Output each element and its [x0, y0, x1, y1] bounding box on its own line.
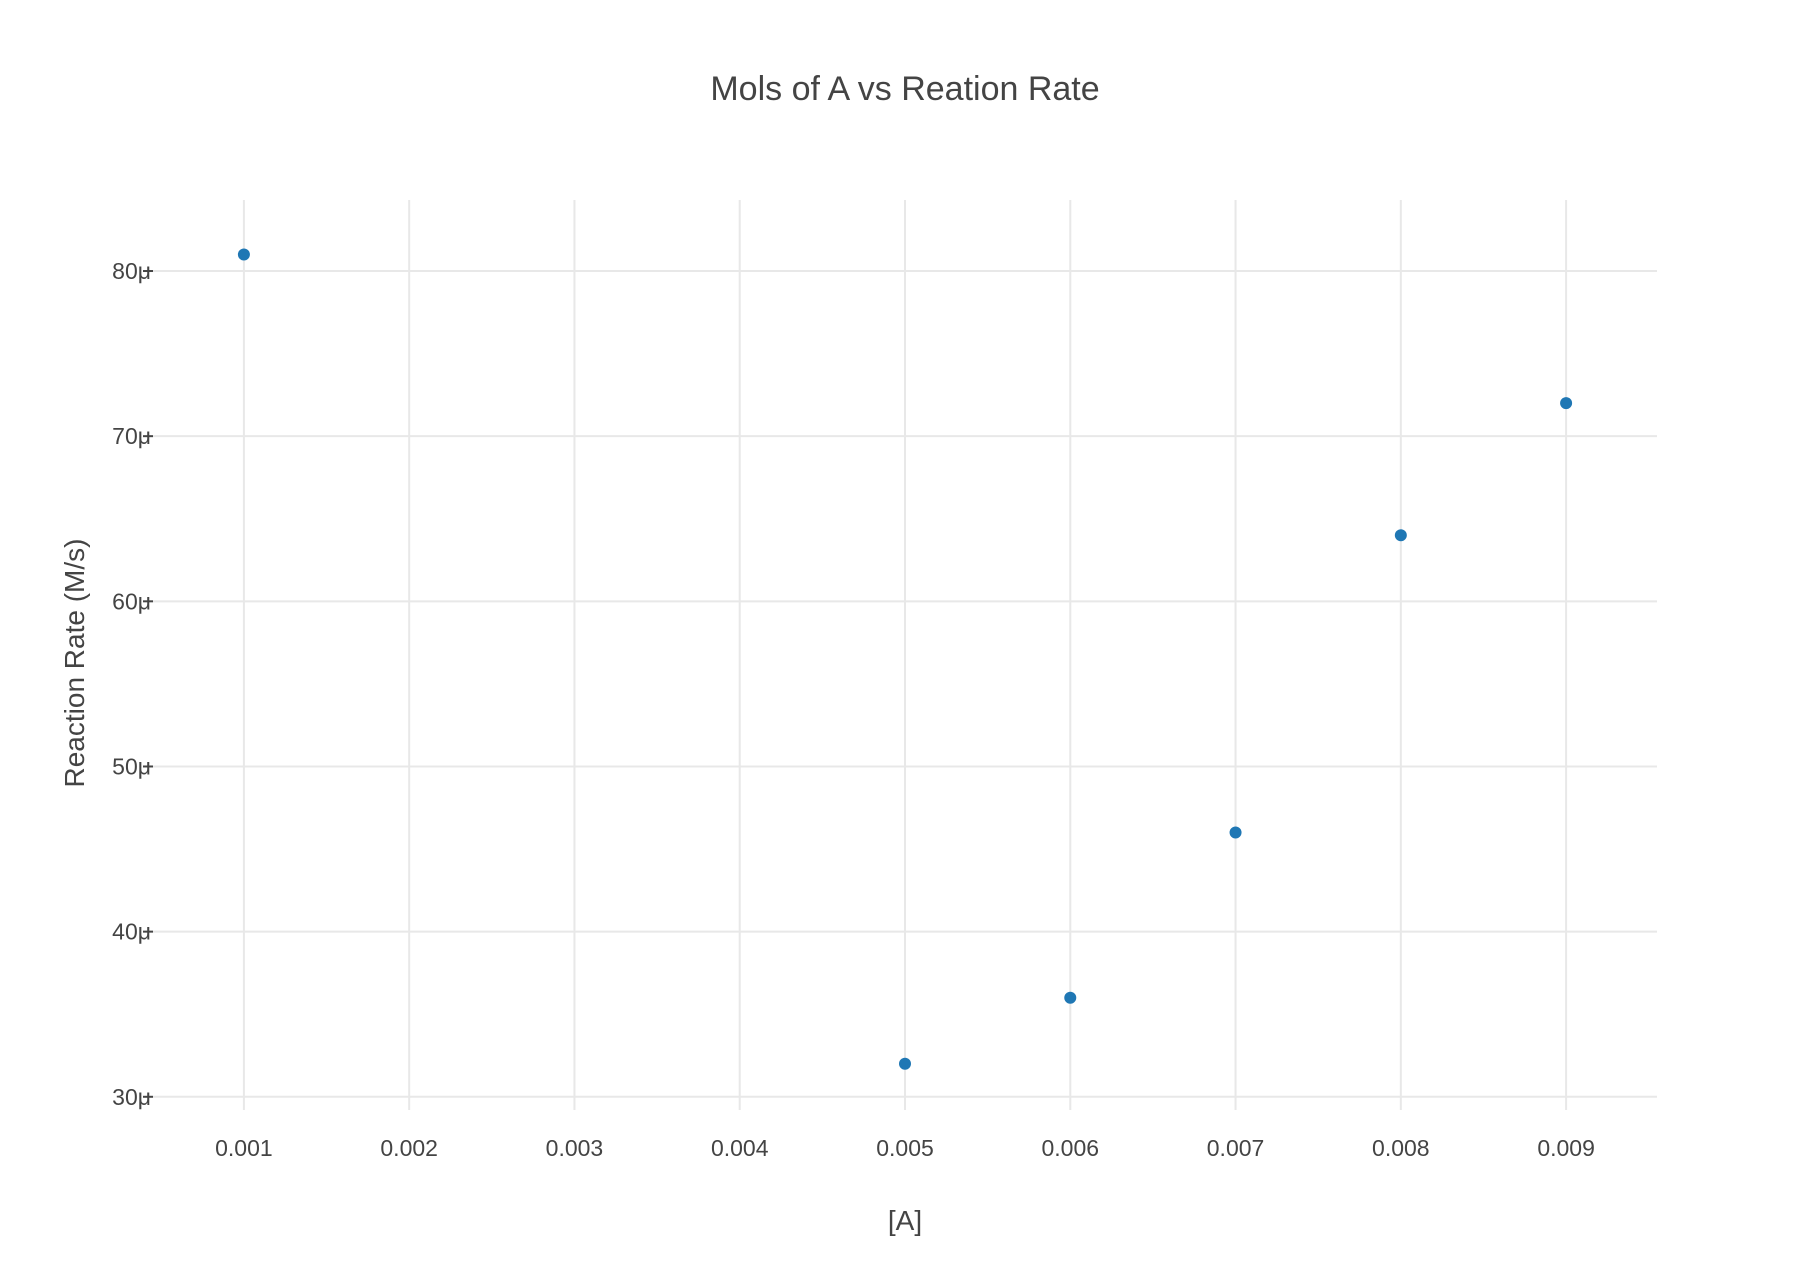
x-tick-label: 0.002: [380, 1135, 438, 1161]
y-axis-title: Reaction Rate (M/s): [59, 539, 90, 788]
x-tick-label: 0.004: [711, 1135, 769, 1161]
x-axis-ticks: 0.001 0.002 0.003 0.004 0.005 0.006 0.007 0.008…: [215, 1135, 1595, 1161]
y-tick-label: 70μ: [112, 423, 151, 449]
data-point: [1064, 991, 1077, 1004]
y-axis-ticks: 30μ 40μ 50μ 60μ 70μ 80μ: [112, 258, 153, 1110]
data-point: [1229, 826, 1242, 839]
x-tick-label: 0.005: [876, 1135, 934, 1161]
y-gridlines: [153, 270, 1657, 1098]
y-tick-label: 40μ: [112, 919, 151, 945]
y-tick-label: 60μ: [112, 588, 151, 614]
y-tick-label: 30μ: [112, 1084, 151, 1110]
chart-title: Mols of A vs Reation Rate: [710, 70, 1099, 108]
x-tick-label: 0.003: [546, 1135, 604, 1161]
x-axis-title: [A]: [888, 1205, 922, 1236]
data-point: [899, 1057, 911, 1070]
x-tick-label: 0.007: [1207, 1135, 1265, 1161]
x-gridlines: [242, 200, 1568, 1110]
y-tick-label: 80μ: [112, 258, 151, 284]
x-tick-label: 0.009: [1537, 1135, 1595, 1161]
data-point: [1560, 397, 1573, 410]
x-tick-label: 0.008: [1372, 1135, 1430, 1161]
x-tick-label: 0.001: [215, 1135, 273, 1161]
data-points: [237, 248, 1573, 1070]
y-tick-label: 50μ: [112, 753, 151, 779]
data-point: [237, 248, 250, 261]
data-point: [1394, 529, 1407, 542]
x-tick-label: 0.006: [1041, 1135, 1099, 1161]
